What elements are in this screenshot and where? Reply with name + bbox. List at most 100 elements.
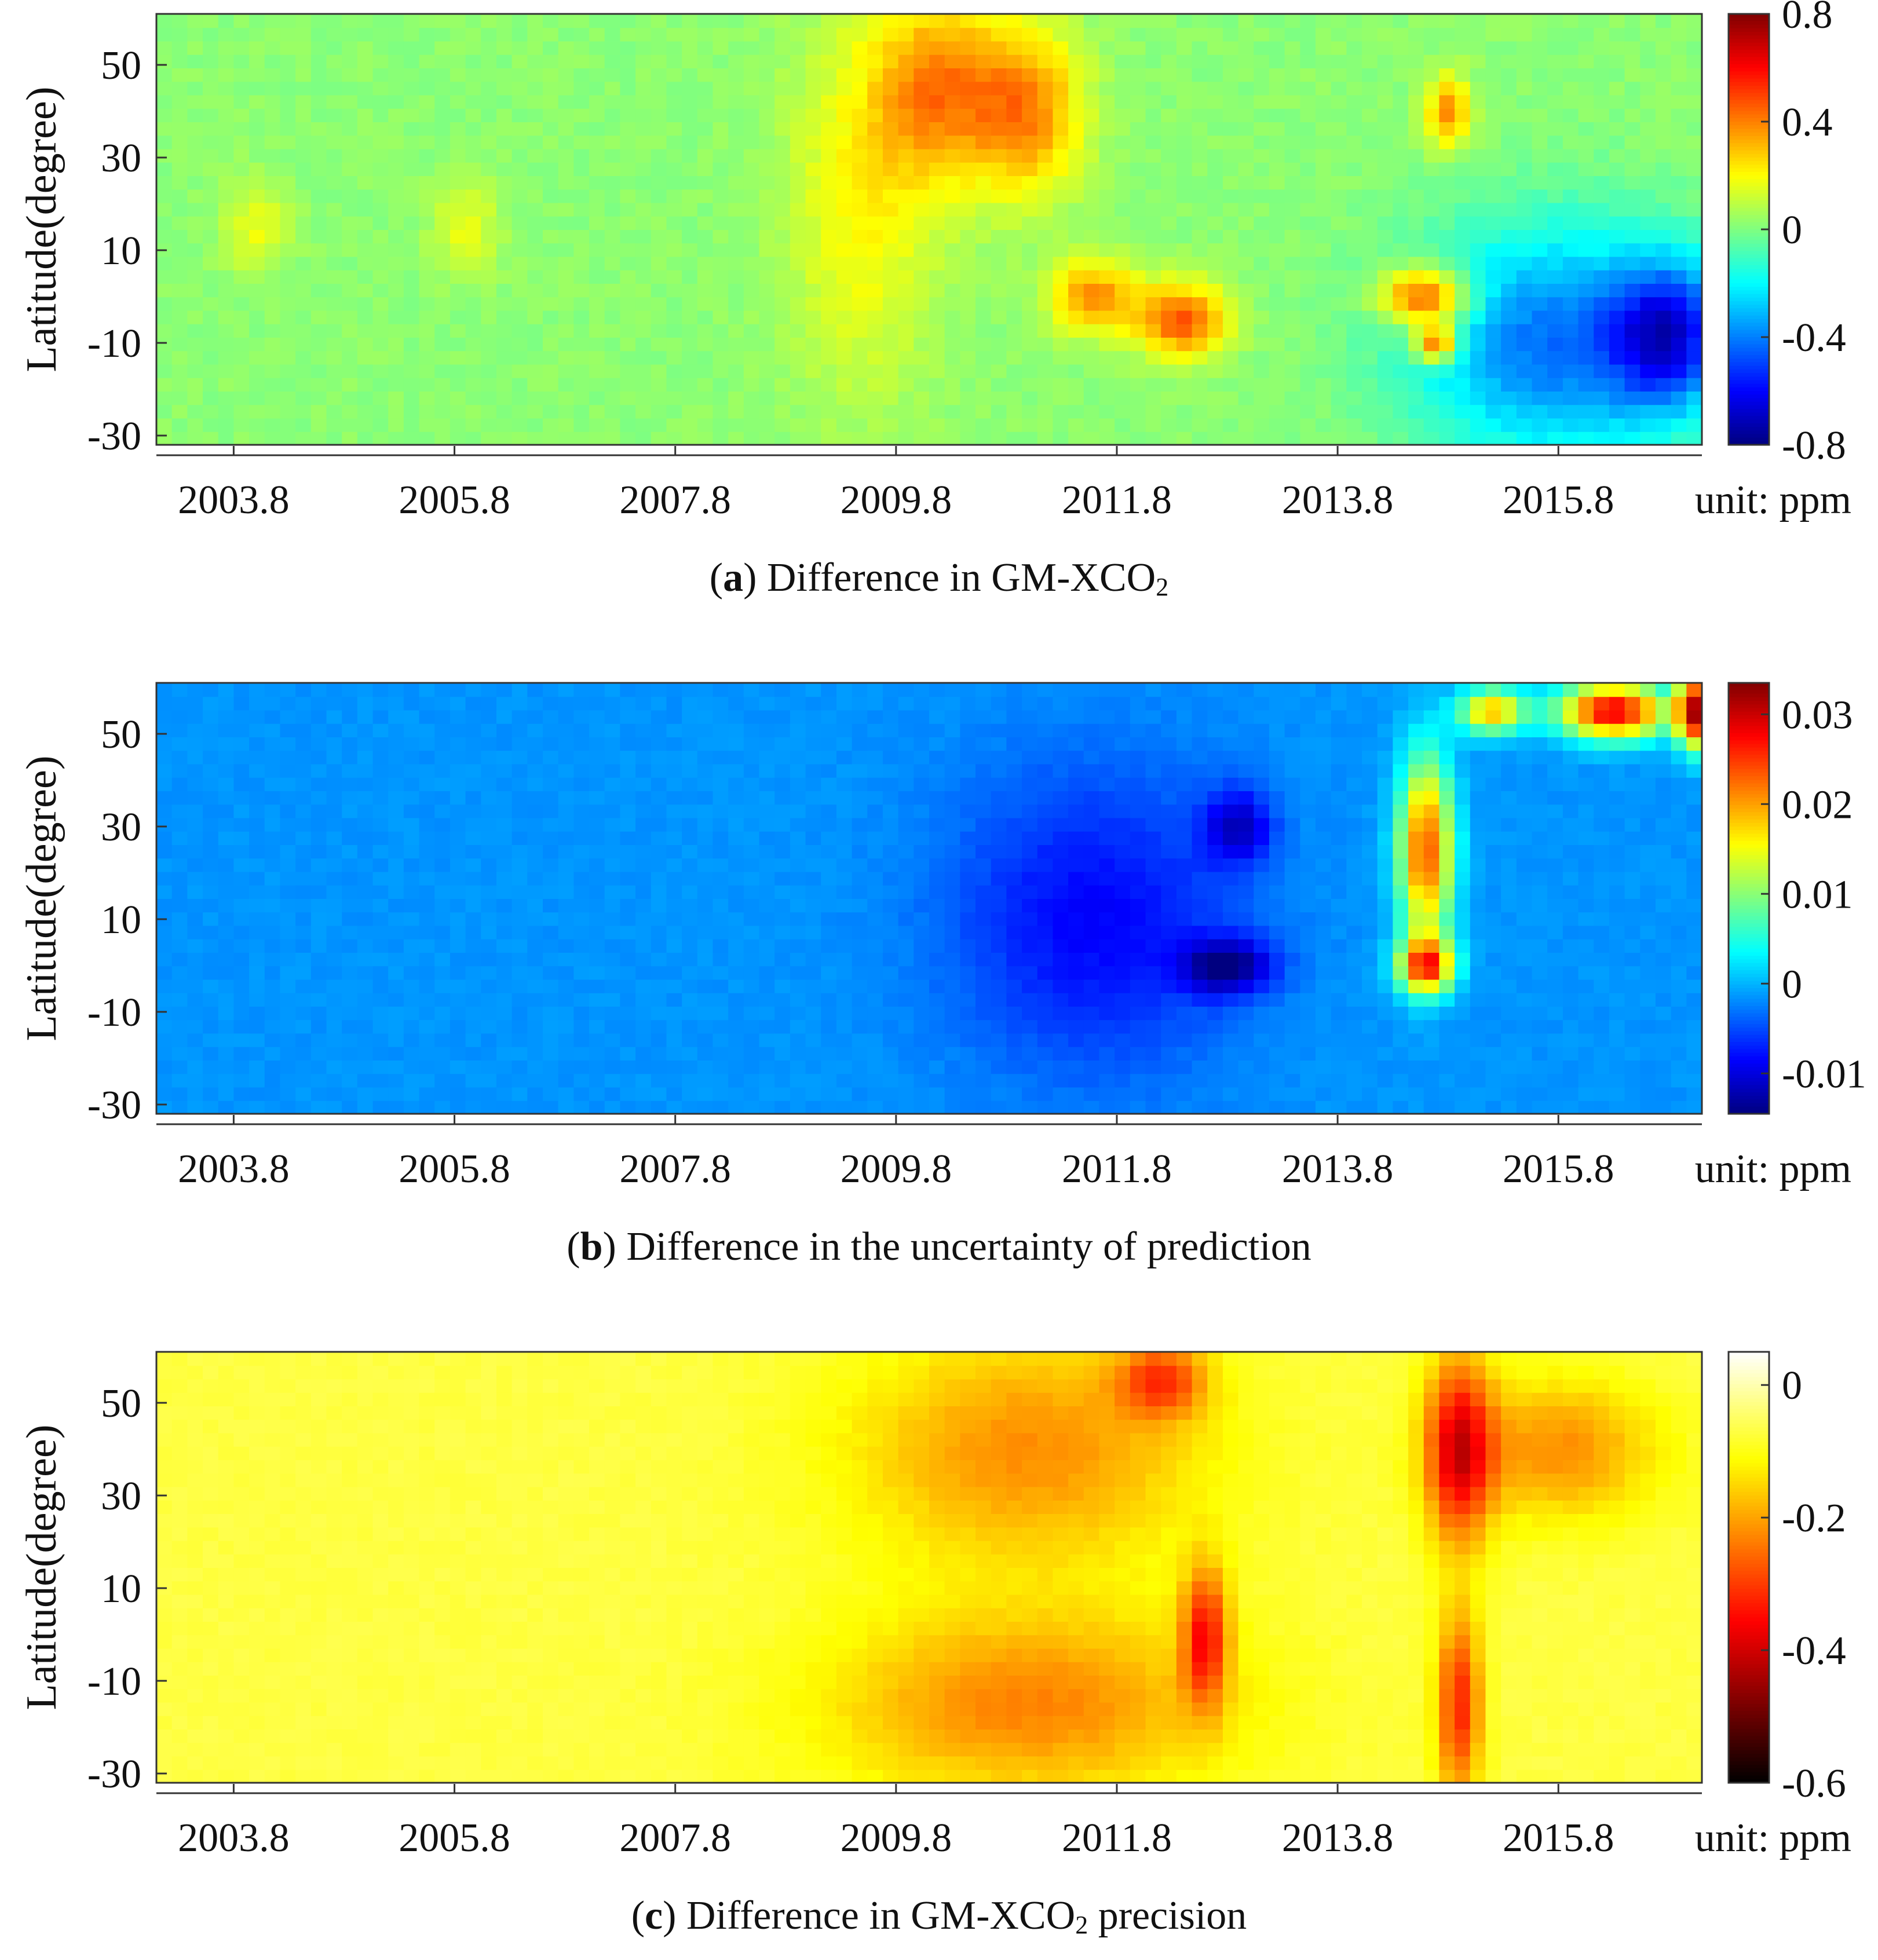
heatmap-cell <box>666 817 683 832</box>
heatmap-cell <box>697 1100 714 1114</box>
heatmap-cell <box>1192 175 1208 190</box>
heatmap-cell <box>1269 350 1285 365</box>
heatmap-cell <box>713 391 729 405</box>
heatmap-cell <box>1655 350 1672 365</box>
heatmap-cell <box>280 1046 297 1061</box>
heatmap-cell <box>836 377 853 392</box>
heatmap-cell <box>759 41 776 55</box>
heatmap-cell <box>1331 14 1347 28</box>
heatmap-cell <box>1145 189 1162 203</box>
heatmap-cell <box>218 737 235 751</box>
heatmap-cell <box>310 41 327 55</box>
heatmap-cell <box>264 871 281 886</box>
heatmap-cell <box>403 162 420 176</box>
heatmap-cell <box>171 310 188 324</box>
heatmap-cell <box>852 871 868 886</box>
heatmap-cell <box>1640 256 1656 270</box>
heatmap-cell <box>1547 108 1563 122</box>
heatmap-cell <box>543 696 559 711</box>
heatmap-cell <box>1022 350 1038 365</box>
heatmap-cell <box>310 391 327 405</box>
heatmap-cell <box>713 202 729 217</box>
heatmap-cell <box>682 27 698 42</box>
heatmap-cell <box>434 148 451 163</box>
heatmap-cell <box>882 122 899 136</box>
heatmap-cell <box>203 871 219 886</box>
heatmap-cell <box>434 215 451 230</box>
heatmap-cell <box>697 817 714 832</box>
heatmap-cell <box>233 364 250 378</box>
heatmap-cell <box>264 1033 281 1047</box>
heatmap-cell <box>929 229 945 244</box>
heatmap-cell <box>682 283 698 298</box>
heatmap-cell <box>156 297 173 311</box>
heatmap-cell <box>403 966 420 980</box>
heatmap-cell <box>558 858 575 872</box>
heatmap-cell <box>218 750 235 765</box>
colorbar-step <box>1729 427 1769 432</box>
heatmap-cell <box>836 189 853 203</box>
heatmap-cell <box>620 14 637 28</box>
heatmap-cell <box>759 858 776 872</box>
heatmap-cell <box>1316 27 1332 42</box>
heatmap-cell <box>171 54 188 68</box>
heatmap-cell <box>295 871 312 886</box>
heatmap-cell <box>821 1087 837 1101</box>
heatmap-cell <box>666 1019 683 1034</box>
heatmap-cell <box>836 175 853 190</box>
heatmap-cell <box>666 992 683 1007</box>
heatmap-cell <box>1037 81 1054 96</box>
heatmap-cell <box>651 135 667 149</box>
heatmap-cell <box>697 148 714 163</box>
heatmap-cell <box>1207 175 1223 190</box>
heatmap-cell <box>1192 404 1208 419</box>
heatmap-cell <box>249 202 265 217</box>
y-tick-label: 10 <box>101 229 141 273</box>
heatmap-cell <box>403 27 420 42</box>
heatmap-cell <box>357 710 374 724</box>
heatmap-cell <box>295 337 312 352</box>
heatmap-cell <box>496 710 513 724</box>
heatmap-cell <box>419 54 436 68</box>
colorbar-step <box>1729 376 1769 381</box>
heatmap-cell <box>342 831 358 845</box>
heatmap-cell <box>1408 215 1424 230</box>
heatmap-cell <box>465 952 482 967</box>
heatmap-cell <box>1547 148 1563 163</box>
heatmap-cell <box>419 350 436 365</box>
heatmap-cell <box>511 912 528 926</box>
heatmap-cell <box>604 81 621 96</box>
heatmap-cell <box>805 1100 822 1114</box>
heatmap-cell <box>388 1073 404 1088</box>
heatmap-cell <box>682 337 698 352</box>
heatmap-cell <box>852 898 868 913</box>
colorbar-step <box>1729 279 1769 284</box>
heatmap-cell <box>419 189 436 203</box>
heatmap-cell <box>852 1033 868 1047</box>
heatmap-cell <box>898 189 915 203</box>
heatmap-cell <box>1455 364 1471 378</box>
colorbar-step <box>1729 78 1769 83</box>
heatmap-cell <box>1207 135 1223 149</box>
heatmap-cell <box>604 189 621 203</box>
heatmap-cell <box>774 1046 791 1061</box>
heatmap-cell <box>434 884 451 899</box>
heatmap-cell <box>914 54 930 68</box>
heatmap-cell <box>867 884 883 899</box>
heatmap-cell <box>774 723 791 737</box>
heatmap-cell <box>914 68 930 82</box>
heatmap-cell <box>1022 404 1038 419</box>
heatmap-cell <box>233 912 250 926</box>
heatmap-cell <box>1099 377 1116 392</box>
heatmap-cell <box>511 763 528 778</box>
heatmap-cell <box>342 122 358 136</box>
heatmap-cell <box>1485 175 1502 190</box>
heatmap-cell <box>403 831 420 845</box>
heatmap-cell <box>604 1087 621 1101</box>
heatmap-cell <box>372 431 389 445</box>
heatmap-cell <box>218 710 235 724</box>
heatmap-cell <box>233 1087 250 1101</box>
heatmap-cell <box>264 122 281 136</box>
heatmap-cell <box>635 54 652 68</box>
heatmap-cell <box>666 27 683 42</box>
